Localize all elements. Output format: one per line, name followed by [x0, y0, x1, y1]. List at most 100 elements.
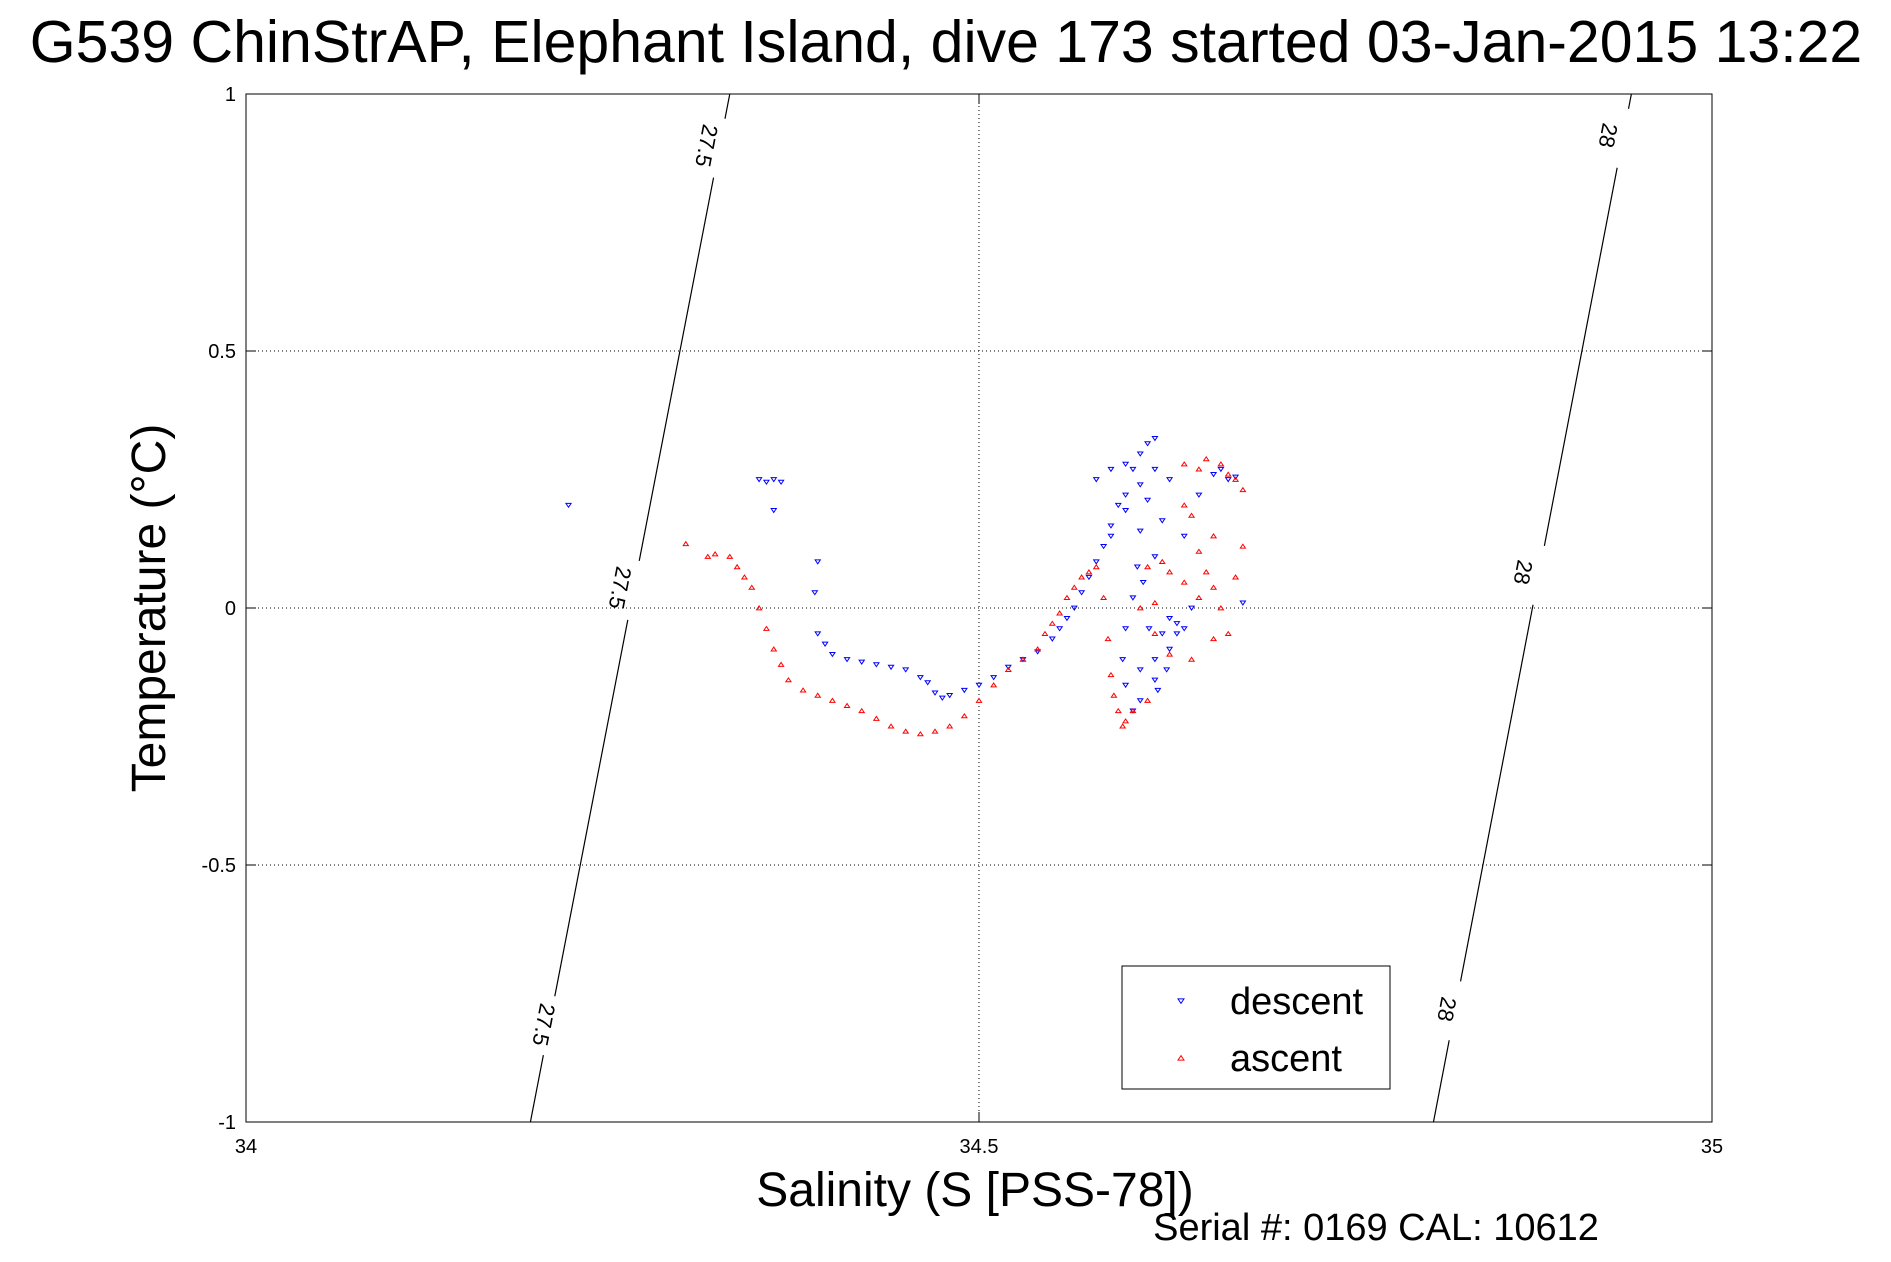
ascent-point: [1210, 533, 1218, 539]
ascent-point: [1195, 548, 1203, 554]
descent-point: [1151, 466, 1159, 473]
descent-point: [938, 695, 946, 701]
ascent-point: [1166, 651, 1174, 657]
descent-point: [1122, 492, 1130, 498]
descent-point: [1063, 615, 1071, 622]
ascent-point: [887, 723, 895, 729]
chart-title: G539 ChinStrAP, Elephant Island, dive 17…: [30, 9, 1862, 75]
y-tick-label: -1: [218, 1112, 236, 1134]
descent-point: [1122, 508, 1130, 514]
ascent-point: [1217, 605, 1225, 611]
ascent-point: [1122, 718, 1130, 724]
ascent-point: [931, 728, 939, 734]
descent-point: [755, 477, 763, 483]
descent-point: [1136, 667, 1144, 673]
isopycnal-contours: 27.5 27.5 27.5 28 28 28: [527, 93, 1632, 1123]
descent-point: [1139, 579, 1147, 586]
ascent-point: [1104, 635, 1112, 642]
y-axis-label: Temperature (°C): [123, 424, 176, 793]
y-tick-label: -0.5: [202, 855, 236, 877]
descent-point: [1048, 636, 1056, 642]
descent-point: [1114, 502, 1122, 509]
descent-point: [1107, 533, 1115, 540]
ascent-point: [726, 553, 734, 559]
descent-point: [1136, 451, 1144, 457]
ascent-point: [1151, 630, 1159, 637]
ascent-point: [1180, 502, 1188, 508]
descent-point: [1151, 554, 1159, 560]
isopycnal-line: [554, 619, 629, 997]
ascent-point: [755, 605, 763, 611]
descent-point: [770, 477, 778, 483]
ascent-point: [1232, 574, 1240, 580]
descent-point: [811, 590, 819, 596]
isopycnal-label: 27.5: [690, 122, 723, 169]
ascent-point: [1019, 656, 1027, 662]
descent-point: [1136, 482, 1144, 488]
descent-point: [1092, 477, 1100, 483]
ascent-point: [990, 682, 998, 688]
ascent-point: [1239, 543, 1247, 549]
descent-point: [1144, 497, 1152, 504]
ascent-point: [777, 661, 785, 667]
descent-point: [902, 667, 910, 673]
ascent-point: [1158, 558, 1166, 565]
ascent-point: [1144, 563, 1152, 570]
descent-point: [814, 559, 822, 565]
legend-box: [1121, 965, 1391, 1090]
x-tick-label: 34.5: [960, 1136, 999, 1158]
ascent-point: [1217, 461, 1225, 467]
descent-point: [1145, 626, 1153, 632]
descent-point: [1232, 474, 1240, 480]
ascent-point: [1151, 599, 1159, 606]
descent-point: [1158, 518, 1166, 524]
descent-point: [975, 682, 983, 689]
descent-point: [946, 693, 954, 699]
y-tick-label: 0: [225, 598, 236, 620]
descent-point: [1136, 698, 1144, 704]
ascent-point: [1048, 620, 1056, 626]
isopycnal-label: 27.5: [527, 1001, 560, 1048]
ascent-point: [1085, 569, 1093, 575]
data-points: [564, 436, 1247, 737]
ascent-point: [1070, 584, 1078, 590]
descent-point: [1154, 687, 1162, 694]
descent-point: [1180, 626, 1188, 632]
isopycnal-label: 27.5: [604, 564, 637, 611]
ascent-point: [1180, 461, 1188, 467]
descent-point: [1129, 466, 1137, 473]
descent-point: [924, 680, 932, 686]
descent-point: [1034, 649, 1042, 655]
axis-ticks: 34 34.5 35 -1 -0.5 0 0.5 1: [202, 84, 1724, 1158]
ascent-point: [1107, 671, 1115, 678]
y-tick-label: 0.5: [208, 341, 236, 363]
isopycnal-line: [529, 1055, 544, 1123]
ascent-point: [1100, 594, 1108, 601]
x-tick-label: 34: [235, 1136, 257, 1158]
ascent-point: [828, 697, 836, 703]
descent-point: [1107, 466, 1115, 473]
ascent-point: [1195, 594, 1203, 601]
descent-point: [1144, 441, 1152, 447]
ascent-series: [682, 455, 1247, 737]
isopycnal-label: 28: [1432, 995, 1461, 1024]
descent-point: [821, 641, 829, 647]
ascent-point: [682, 540, 690, 547]
ascent-point: [1063, 594, 1071, 601]
descent-point: [1224, 477, 1232, 483]
descent-point: [1122, 461, 1130, 468]
descent-point: [762, 479, 770, 486]
ascent-point: [946, 723, 954, 729]
isopycnal-label: 28: [1594, 121, 1623, 150]
ascent-point: [858, 707, 866, 714]
descent-point: [1151, 657, 1159, 663]
x-tick-label: 35: [1701, 1136, 1723, 1158]
ascent-point: [733, 563, 741, 570]
descent-legend-marker: [1177, 998, 1185, 1005]
descent-point: [564, 502, 573, 509]
descent-point: [1158, 631, 1166, 637]
ascent-point: [1110, 692, 1118, 698]
ascent-point: [762, 625, 770, 631]
isopycnal-line: [1432, 1040, 1450, 1123]
